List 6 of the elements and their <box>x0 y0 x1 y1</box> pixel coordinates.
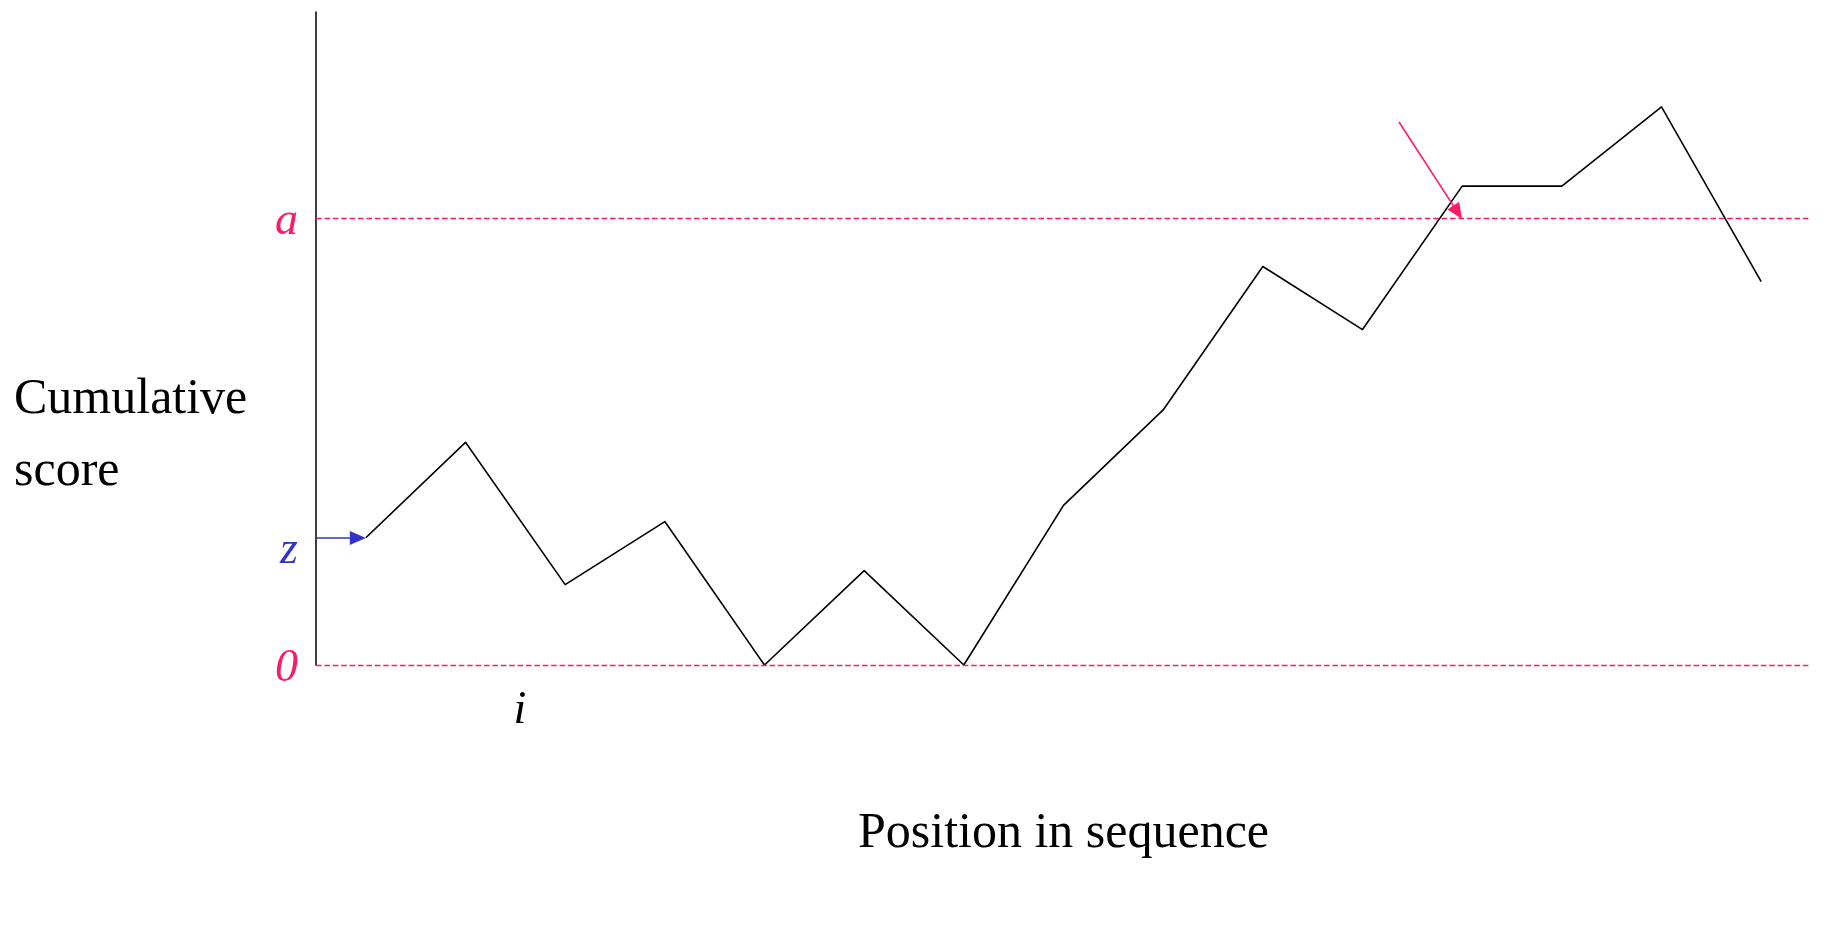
text: i <box>513 681 527 733</box>
ref-line-label: a <box>275 193 298 244</box>
text: z <box>279 522 299 574</box>
x-axis-title: Position in sequence <box>857 802 1270 858</box>
y-axis-title: Cumulative score <box>14 368 260 496</box>
ref-line-label: 0 <box>275 639 298 691</box>
